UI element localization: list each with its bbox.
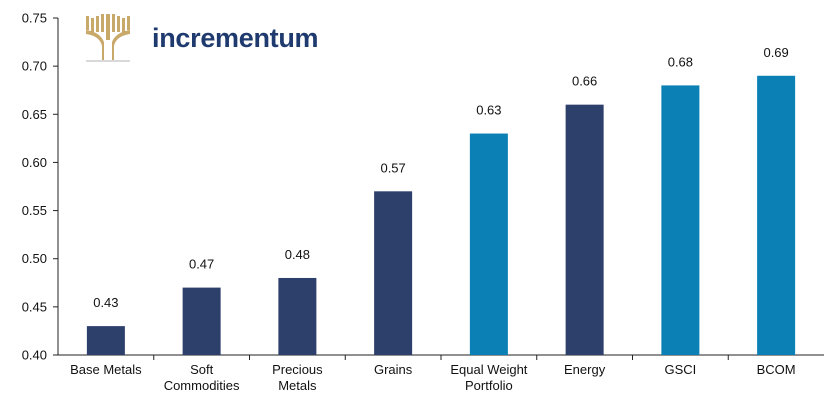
x-category-label: Energy [564, 362, 606, 377]
bar [86, 326, 125, 355]
y-tick-label: 0.55 [22, 203, 47, 218]
x-category-label-line: Equal Weight [450, 362, 527, 377]
data-label: 0.57 [380, 160, 405, 175]
x-category-label: Base Metals [70, 362, 142, 377]
x-category-label-line: Precious [272, 362, 323, 377]
x-category-label: Soft Commodities [164, 362, 240, 393]
data-label: 0.48 [285, 247, 310, 262]
data-label: 0.68 [668, 54, 693, 69]
x-category-label-line: Metals [278, 378, 317, 393]
y-tick-label: 0.50 [22, 251, 47, 266]
bar [182, 287, 221, 355]
brand-logo: incrementum [86, 14, 319, 62]
data-label: 0.69 [763, 45, 788, 60]
y-tick-label: 0.75 [22, 11, 47, 26]
brand-name: incrementum [152, 22, 319, 53]
x-category-label-line: Grains [374, 362, 413, 377]
x-category-label-line: GSCI [664, 362, 696, 377]
chart-axes: 0.40 0.45 0.50 0.55 0.60 0.65 0.70 0.75 [22, 11, 824, 363]
x-category-label: BCOM [757, 362, 796, 377]
chart-labels: 0.43 Base Metals 0.47 Soft Commodities 0.48 Pr… [70, 45, 796, 393]
bar [278, 277, 317, 355]
y-tick-label: 0.40 [22, 348, 47, 363]
data-label: 0.47 [189, 257, 214, 272]
y-tick-label: 0.45 [22, 299, 47, 314]
data-label: 0.66 [572, 74, 597, 89]
y-tick-label: 0.70 [22, 59, 47, 74]
bar [757, 75, 796, 356]
bar [565, 104, 604, 356]
data-label: 0.63 [476, 103, 501, 118]
chart-bars [86, 75, 796, 356]
y-tick-label: 0.60 [22, 155, 47, 170]
x-category-label-line: Base Metals [70, 362, 142, 377]
x-category-label-line: Soft [190, 362, 214, 377]
data-label: 0.43 [93, 295, 118, 310]
x-category-label: GSCI [664, 362, 696, 377]
x-category-label: Precious Metals [272, 362, 323, 393]
bar [469, 133, 508, 355]
x-category-label-line: Energy [564, 362, 606, 377]
bar [374, 191, 413, 355]
x-category-label-line: Portfolio [465, 378, 513, 393]
tree-logo-icon [86, 14, 130, 62]
x-category-label: Equal Weight Portfolio [450, 362, 527, 393]
x-category-label: Grains [374, 362, 413, 377]
bar [661, 85, 700, 356]
x-category-label-line: Commodities [164, 378, 240, 393]
y-tick-label: 0.65 [22, 107, 47, 122]
x-category-label-line: BCOM [757, 362, 796, 377]
